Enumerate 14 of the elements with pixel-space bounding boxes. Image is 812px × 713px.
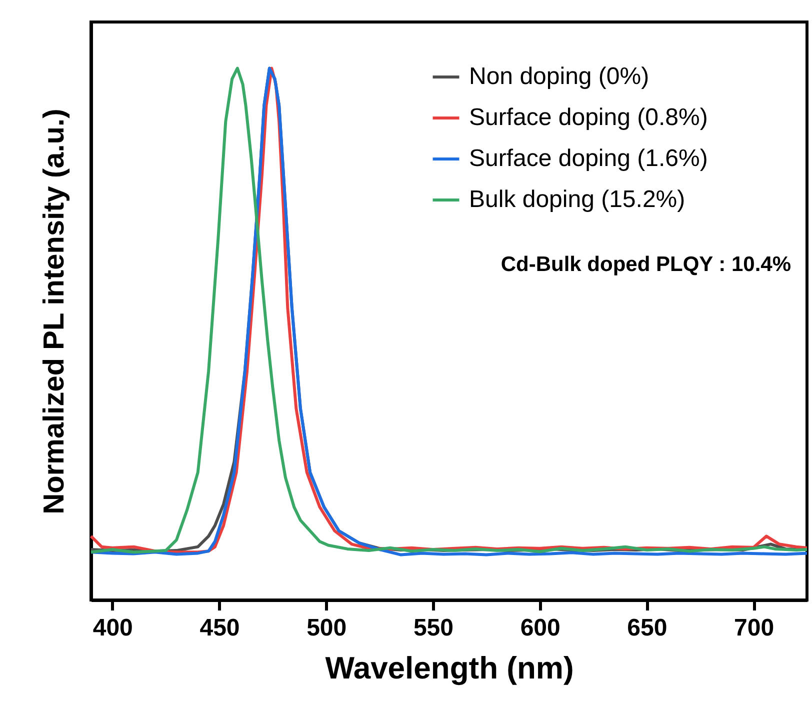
x-axis-title: Wavelength (nm)	[325, 650, 574, 686]
x-tick-label: 600	[520, 614, 560, 642]
legend-label: Surface doping (0.8%)	[469, 104, 708, 131]
legend-label: Bulk doping (15.2%)	[469, 186, 686, 213]
annotation: Cd-Bulk doped PLQY : 10.4%	[500, 253, 792, 276]
legend-label: Non doping (0%)	[469, 63, 650, 90]
x-tick-label: 500	[306, 614, 347, 642]
x-tick-label: 450	[200, 614, 240, 642]
y-axis-title: Normalized PL intensity (a.u.)	[38, 108, 70, 514]
x-tick-label: 700	[734, 614, 774, 642]
x-tick-label: 400	[92, 614, 133, 642]
legend-label: Surface doping (1.6%)	[469, 145, 708, 172]
x-tick-label: 650	[627, 614, 668, 642]
x-tick-label: 550	[413, 614, 454, 642]
